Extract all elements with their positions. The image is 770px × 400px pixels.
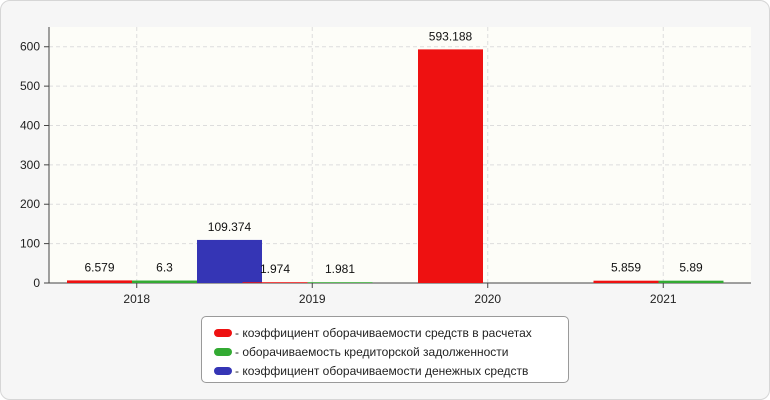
bar bbox=[658, 280, 724, 283]
legend-label: - коэффициент оборачиваемости денежных с… bbox=[235, 363, 529, 378]
legend-swatch bbox=[214, 328, 232, 337]
y-tick-label: 400 bbox=[20, 118, 40, 132]
y-tick-label: 600 bbox=[20, 40, 40, 54]
x-tick-label: 2018 bbox=[123, 292, 150, 306]
legend-item-payables-turnover: - оборачиваемость кредиторской задолженн… bbox=[214, 342, 568, 361]
y-tick-label: 200 bbox=[20, 197, 40, 211]
legend-label: - оборачиваемость кредиторской задолженн… bbox=[235, 344, 509, 359]
y-tick-label: 0 bbox=[33, 276, 40, 290]
bar bbox=[132, 280, 197, 283]
legend: - коэффициент оборачиваемости средств в … bbox=[201, 316, 569, 383]
y-tick-label: 100 bbox=[20, 237, 40, 251]
data-label: 5.89 bbox=[679, 261, 703, 275]
bar bbox=[242, 282, 308, 283]
legend-swatch bbox=[214, 347, 232, 356]
plot-area bbox=[49, 27, 751, 283]
bar bbox=[418, 49, 483, 284]
data-label: 6.579 bbox=[84, 260, 114, 274]
legend-label: - коэффициент оборачиваемости средств в … bbox=[235, 325, 532, 340]
data-label: 1.981 bbox=[325, 262, 355, 276]
data-label: 1.974 bbox=[260, 262, 290, 276]
bar bbox=[67, 280, 132, 283]
y-tick-label: 500 bbox=[20, 79, 40, 93]
data-label: 593.188 bbox=[429, 29, 473, 43]
x-tick-label: 2020 bbox=[474, 292, 501, 306]
x-tick-label: 2021 bbox=[650, 292, 677, 306]
legend-item-receivables-turnover: - коэффициент оборачиваемости средств в … bbox=[214, 323, 568, 342]
bar bbox=[307, 282, 373, 283]
legend-swatch bbox=[214, 366, 232, 375]
data-label: 5.859 bbox=[611, 261, 641, 275]
data-label: 6.3 bbox=[156, 261, 173, 275]
bar bbox=[197, 239, 262, 283]
bar bbox=[593, 280, 659, 283]
bar-chart: 0 100 200 300 400 500 600 2018 2019 2020 2021 6.579… bbox=[20, 27, 751, 306]
y-tick-label: 300 bbox=[20, 158, 40, 172]
data-label: 109.374 bbox=[208, 220, 252, 234]
legend-item-cash-turnover: - коэффициент оборачиваемости денежных с… bbox=[214, 361, 568, 380]
x-tick-label: 2019 bbox=[299, 292, 326, 306]
